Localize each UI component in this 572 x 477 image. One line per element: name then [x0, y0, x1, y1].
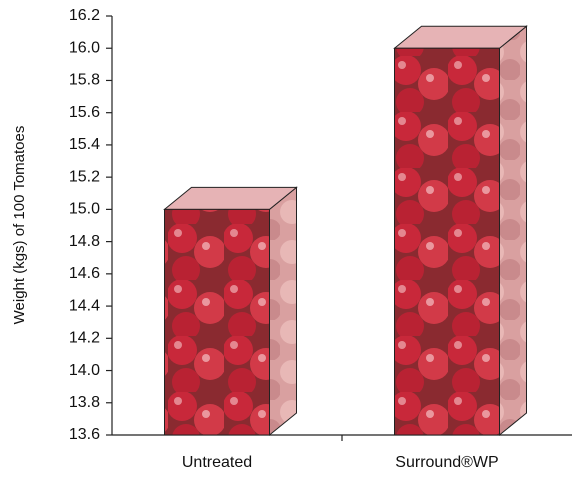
y-tick-label: 15.4: [69, 136, 100, 153]
y-tick-label: 16.0: [69, 39, 100, 56]
y-tick-label: 15.0: [69, 201, 100, 218]
x-tick-label: Surround®WP: [395, 454, 498, 471]
y-tick-label: 16.2: [69, 7, 100, 24]
y-tick-label: 14.4: [69, 297, 100, 314]
y-tick-label: 14.8: [69, 233, 100, 250]
bar-side: [269, 186, 297, 437]
y-tick-label: 14.6: [69, 265, 100, 282]
y-axis-title: Weight (kgs) of 100 Tomatoes: [11, 126, 28, 325]
y-tick-label: 15.6: [69, 104, 100, 121]
bar-side: [499, 25, 527, 437]
bar: [163, 186, 298, 437]
bar: [393, 25, 528, 437]
y-tick-label: 14.0: [69, 362, 100, 379]
y-tick-label: 15.8: [69, 72, 100, 89]
bar-front: [164, 208, 270, 436]
y-tick-label: 13.8: [69, 394, 100, 411]
x-tick-label: Untreated: [182, 454, 252, 471]
y-tick-label: 15.2: [69, 168, 100, 185]
y-tick-label: 13.6: [69, 426, 100, 443]
bar-front: [394, 47, 500, 436]
y-tick-label: 14.2: [69, 330, 100, 347]
